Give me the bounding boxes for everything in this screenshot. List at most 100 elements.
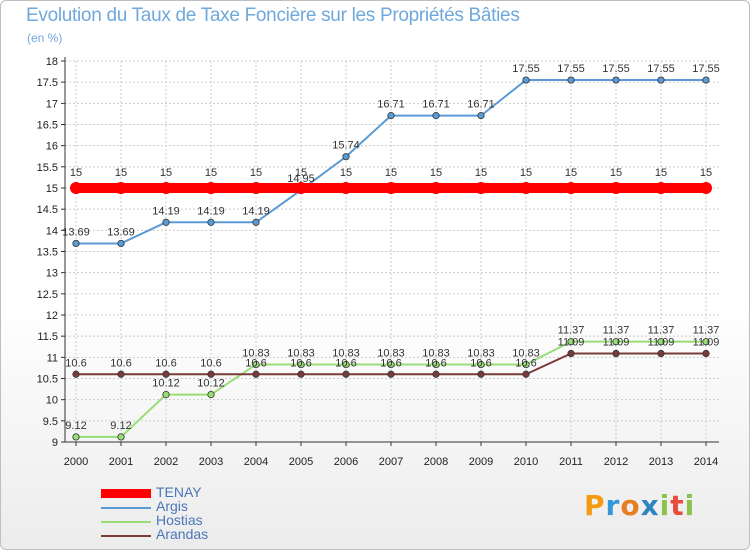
data-label-arandas: 10.6 bbox=[110, 357, 131, 369]
data-point-hostias bbox=[342, 360, 350, 369]
data-point-arandas bbox=[387, 370, 395, 378]
x-tick-label: 2010 bbox=[514, 456, 538, 468]
data-point-argis bbox=[387, 112, 395, 120]
data-point-hostias bbox=[657, 338, 665, 346]
data-label-argis: 16.71 bbox=[377, 99, 405, 111]
legend-item-argis: Argis bbox=[101, 498, 301, 514]
data-point-argis bbox=[207, 218, 215, 226]
data-label-tenay: 15 bbox=[610, 167, 622, 179]
x-tick-label: 2007 bbox=[379, 456, 403, 468]
data-label-tenay: 15 bbox=[430, 167, 442, 179]
data-label-tenay: 15 bbox=[475, 167, 487, 179]
data-point-hostias bbox=[162, 390, 170, 399]
data-label-tenay: 15 bbox=[115, 167, 127, 179]
data-label-hostias: 10.83 bbox=[332, 348, 360, 360]
data-label-argis: 14.19 bbox=[197, 205, 225, 217]
y-tick-label: 17.5 bbox=[37, 77, 58, 89]
legend-label: Argis bbox=[156, 498, 188, 514]
data-label-arandas: 10.6 bbox=[470, 357, 491, 369]
data-label-arandas: 11.09 bbox=[693, 337, 720, 349]
logo-letter: P bbox=[584, 489, 606, 522]
legend-label: Arandas bbox=[156, 526, 209, 542]
chart-legend: TENAY Argis Hostias Arandas bbox=[101, 484, 301, 542]
data-label-tenay: 15 bbox=[385, 167, 397, 179]
data-label-hostias: 11.37 bbox=[603, 325, 630, 337]
y-tick-label: 13 bbox=[46, 268, 58, 280]
x-tick-label: 2013 bbox=[649, 456, 673, 468]
data-point-argis bbox=[117, 239, 125, 248]
data-point-argis bbox=[612, 76, 620, 84]
data-label-arandas: 11.09 bbox=[558, 337, 585, 349]
data-point-argis bbox=[477, 112, 485, 120]
data-label-hostias: 9.12 bbox=[65, 420, 86, 432]
data-label-arandas: 10.6 bbox=[380, 357, 401, 369]
data-point-tenay bbox=[160, 182, 172, 194]
data-label-argis: 14.19 bbox=[152, 205, 180, 217]
y-tick-label: 11.5 bbox=[37, 331, 58, 343]
logo-letter: t bbox=[670, 489, 685, 522]
data-label-hostias: 10.83 bbox=[242, 348, 270, 360]
x-tick-label: 2014 bbox=[694, 456, 718, 468]
x-tick-label: 2012 bbox=[604, 456, 628, 468]
data-label-hostias: 10.83 bbox=[422, 348, 450, 360]
data-point-argis bbox=[342, 153, 350, 161]
data-point-hostias bbox=[117, 433, 125, 441]
data-point-arandas bbox=[252, 370, 260, 378]
data-point-arandas bbox=[702, 349, 710, 358]
data-label-hostias: 11.37 bbox=[648, 325, 675, 337]
x-tick-label: 2003 bbox=[199, 456, 223, 468]
data-label-argis: 13.69 bbox=[62, 226, 90, 238]
data-point-arandas bbox=[432, 370, 440, 378]
data-point-hostias bbox=[297, 360, 305, 369]
legend-swatch bbox=[101, 507, 151, 509]
data-point-tenay bbox=[385, 182, 397, 194]
data-point-hostias bbox=[72, 433, 80, 441]
data-point-argis bbox=[522, 76, 530, 84]
data-point-tenay bbox=[250, 182, 262, 194]
legend-item-arandas: Arandas bbox=[101, 526, 301, 542]
data-label-argis: 15.74 bbox=[332, 140, 360, 152]
data-label-arandas: 10.6 bbox=[200, 357, 221, 369]
data-point-arandas bbox=[612, 349, 620, 358]
data-label-arandas: 10.6 bbox=[335, 357, 356, 369]
data-label-hostias: 10.83 bbox=[287, 348, 315, 360]
data-point-arandas bbox=[567, 349, 575, 358]
y-tick-label: 10.5 bbox=[37, 374, 58, 386]
x-tick-label: 2000 bbox=[64, 456, 88, 468]
data-label-hostias: 11.37 bbox=[558, 325, 585, 337]
y-tick-label: 16.5 bbox=[37, 120, 58, 132]
data-point-tenay bbox=[340, 182, 352, 194]
data-point-tenay bbox=[610, 182, 622, 194]
data-point-arandas bbox=[207, 370, 215, 378]
data-label-arandas: 10.6 bbox=[425, 357, 446, 369]
data-label-tenay: 15 bbox=[160, 167, 172, 179]
data-label-tenay: 15 bbox=[340, 167, 352, 179]
data-point-arandas bbox=[342, 370, 350, 378]
data-label-argis: 16.71 bbox=[467, 99, 495, 111]
data-label-argis: 17.55 bbox=[512, 63, 540, 75]
data-point-hostias bbox=[567, 338, 575, 346]
data-label-arandas: 11.09 bbox=[603, 337, 630, 349]
data-point-argis bbox=[702, 76, 710, 84]
data-point-tenay bbox=[115, 182, 127, 194]
y-tick-label: 18 bbox=[46, 56, 58, 68]
data-point-arandas bbox=[162, 370, 170, 378]
legend-label: Hostias bbox=[156, 512, 203, 528]
data-label-argis: 14.95 bbox=[287, 173, 315, 185]
y-tick-label: 15 bbox=[46, 183, 58, 195]
data-label-hostias: 10.83 bbox=[512, 348, 540, 360]
chart-title: Evolution du Taux de Taxe Foncière sur l… bbox=[26, 5, 520, 26]
data-label-tenay: 15 bbox=[205, 167, 217, 179]
data-label-arandas: 10.6 bbox=[290, 357, 311, 369]
data-point-hostias bbox=[387, 360, 395, 369]
legend-item-hostias: Hostias bbox=[101, 512, 301, 528]
data-point-hostias bbox=[432, 360, 440, 369]
y-tick-label: 9 bbox=[52, 437, 58, 449]
data-label-arandas: 10.6 bbox=[515, 357, 536, 369]
x-tick-label: 2001 bbox=[109, 456, 133, 468]
data-point-hostias bbox=[252, 360, 260, 369]
data-label-hostias: 9.12 bbox=[110, 420, 131, 432]
chart-unit: (en %) bbox=[27, 31, 63, 45]
x-tick-label: 2005 bbox=[289, 456, 313, 468]
